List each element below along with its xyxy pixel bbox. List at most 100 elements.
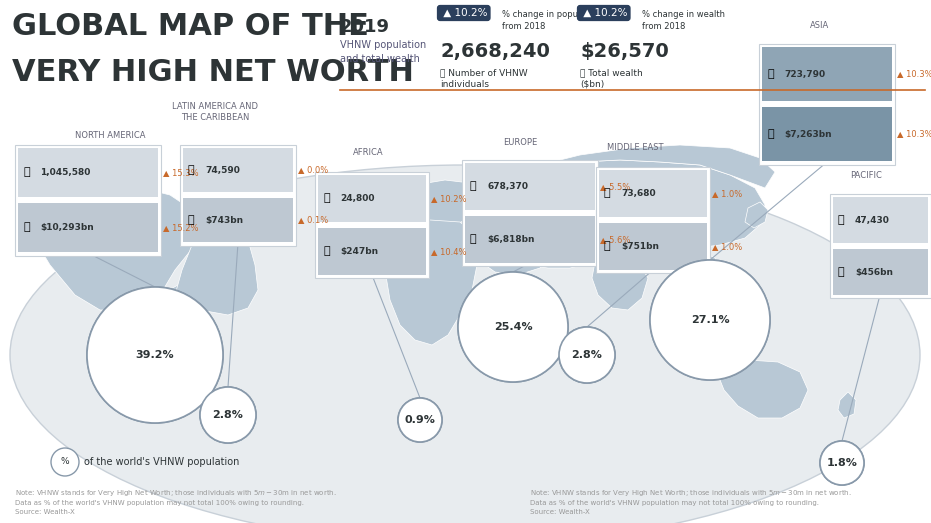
Ellipse shape: [820, 441, 864, 485]
Text: ASIA: ASIA: [810, 21, 830, 30]
Text: % change in wealth
from 2018: % change in wealth from 2018: [642, 10, 725, 31]
FancyBboxPatch shape: [833, 249, 928, 295]
Text: 🪙: 🪙: [188, 215, 195, 225]
FancyBboxPatch shape: [183, 148, 293, 192]
Text: Note: VHNW stands for Very High Net Worth; those individuals with $5m-$30m in ne: Note: VHNW stands for Very High Net Wort…: [530, 488, 852, 515]
Text: 39.2%: 39.2%: [136, 350, 174, 360]
Text: 🧍: 🧍: [323, 194, 330, 203]
Text: 🧍: 🧍: [767, 69, 774, 79]
Text: Note: VHNW stands for Very High Net Worth; those individuals with $5m-$30m in ne: Note: VHNW stands for Very High Net Wort…: [15, 488, 337, 515]
Text: 25.4%: 25.4%: [493, 322, 533, 332]
Text: VERY HIGH NET WORTH: VERY HIGH NET WORTH: [12, 58, 414, 87]
Text: ▲ 10.2%: ▲ 10.2%: [431, 194, 466, 203]
Text: ▲ 15.2%: ▲ 15.2%: [163, 223, 198, 232]
Text: AFRICA: AFRICA: [353, 148, 384, 157]
Ellipse shape: [87, 287, 223, 423]
Text: 73,680: 73,680: [621, 189, 655, 198]
Ellipse shape: [10, 165, 920, 523]
Text: 🧍: 🧍: [23, 167, 30, 177]
Polygon shape: [470, 145, 775, 188]
Ellipse shape: [51, 448, 79, 476]
Text: $26,570: $26,570: [580, 42, 668, 61]
FancyBboxPatch shape: [318, 228, 426, 275]
Polygon shape: [105, 168, 148, 200]
Text: 🪙: 🪙: [470, 234, 477, 244]
Text: $6,818bn: $6,818bn: [487, 235, 534, 244]
Ellipse shape: [200, 387, 256, 443]
FancyBboxPatch shape: [830, 194, 931, 298]
FancyBboxPatch shape: [465, 163, 595, 210]
Text: 47,430: 47,430: [855, 215, 890, 224]
Text: 🧍: 🧍: [838, 215, 844, 225]
Polygon shape: [395, 180, 480, 228]
Polygon shape: [388, 185, 400, 202]
Text: ▲ 0.0%: ▲ 0.0%: [298, 165, 329, 175]
Text: $743bn: $743bn: [205, 215, 243, 224]
Polygon shape: [35, 185, 200, 310]
Text: 2.8%: 2.8%: [572, 350, 602, 360]
Polygon shape: [718, 360, 808, 418]
Text: 🪙 Total wealth
($bn): 🪙 Total wealth ($bn): [580, 68, 642, 89]
Text: 1.8%: 1.8%: [827, 458, 857, 468]
FancyBboxPatch shape: [833, 197, 928, 243]
Text: GLOBAL MAP OF THE: GLOBAL MAP OF THE: [12, 12, 369, 41]
Text: ▲ 15.3%: ▲ 15.3%: [163, 168, 198, 177]
Ellipse shape: [650, 260, 770, 380]
FancyBboxPatch shape: [462, 160, 598, 266]
FancyBboxPatch shape: [180, 145, 296, 246]
Text: ▲ 1.0%: ▲ 1.0%: [712, 189, 742, 198]
Text: ▲ 5.6%: ▲ 5.6%: [600, 235, 630, 244]
Text: 1,045,580: 1,045,580: [40, 168, 90, 177]
Text: 🪙: 🪙: [323, 246, 330, 256]
Text: 🪙: 🪙: [23, 222, 30, 233]
Text: 678,370: 678,370: [487, 182, 528, 191]
Text: MIDDLE EAST: MIDDLE EAST: [607, 143, 663, 152]
Text: 723,790: 723,790: [784, 70, 825, 78]
FancyBboxPatch shape: [18, 148, 158, 197]
Text: 2019: 2019: [340, 18, 390, 36]
Text: 74,590: 74,590: [205, 165, 240, 175]
Text: EUROPE: EUROPE: [503, 138, 537, 147]
Text: ▲ 5.5%: ▲ 5.5%: [600, 182, 630, 191]
Text: ▲ 10.2%: ▲ 10.2%: [580, 8, 627, 18]
Polygon shape: [745, 202, 768, 228]
Text: 24,800: 24,800: [340, 194, 374, 203]
Polygon shape: [175, 215, 258, 320]
Polygon shape: [158, 285, 198, 322]
FancyBboxPatch shape: [596, 167, 710, 273]
Polygon shape: [838, 392, 856, 418]
FancyBboxPatch shape: [318, 175, 426, 222]
Text: 🪙: 🪙: [604, 242, 611, 252]
Ellipse shape: [398, 398, 442, 442]
FancyBboxPatch shape: [18, 203, 158, 252]
Text: $751bn: $751bn: [621, 242, 659, 251]
Text: 🪙: 🪙: [767, 129, 774, 139]
Text: ▲ 10.2%: ▲ 10.2%: [440, 8, 488, 18]
Text: 🧍 Number of VHNW
individuals: 🧍 Number of VHNW individuals: [440, 68, 528, 89]
Text: 2,668,240: 2,668,240: [440, 42, 550, 61]
Text: LATIN AMERICA AND
THE CARIBBEAN: LATIN AMERICA AND THE CARIBBEAN: [172, 102, 258, 122]
Ellipse shape: [458, 272, 568, 382]
Ellipse shape: [820, 441, 864, 485]
Text: VHNW population
and total wealth: VHNW population and total wealth: [340, 40, 426, 64]
Text: $456bn: $456bn: [855, 267, 893, 277]
Text: 🪙: 🪙: [838, 267, 844, 277]
Text: %: %: [61, 458, 69, 467]
Ellipse shape: [650, 260, 770, 380]
Ellipse shape: [87, 287, 223, 423]
FancyBboxPatch shape: [465, 216, 595, 263]
Text: ▲ 1.0%: ▲ 1.0%: [712, 242, 742, 251]
FancyBboxPatch shape: [15, 145, 161, 256]
Text: $7,263bn: $7,263bn: [784, 130, 831, 139]
Text: PACIFIC: PACIFIC: [850, 171, 882, 180]
Text: $10,293bn: $10,293bn: [40, 223, 94, 232]
Text: 2.8%: 2.8%: [212, 410, 243, 420]
Polygon shape: [385, 220, 478, 345]
FancyBboxPatch shape: [599, 223, 707, 270]
Ellipse shape: [559, 327, 615, 383]
Text: 🧍: 🧍: [188, 165, 195, 175]
Text: ▲ 0.1%: ▲ 0.1%: [298, 215, 329, 224]
Text: 🧍: 🧍: [470, 181, 477, 191]
Text: 🧍: 🧍: [604, 188, 611, 199]
Text: of the world's VHNW population: of the world's VHNW population: [84, 457, 239, 467]
